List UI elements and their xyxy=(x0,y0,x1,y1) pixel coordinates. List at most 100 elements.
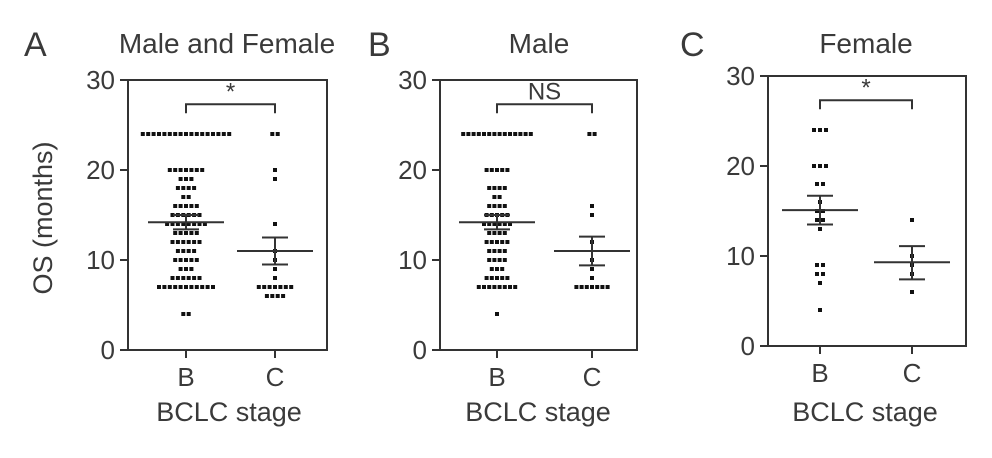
data-point xyxy=(508,222,512,226)
data-point xyxy=(495,276,499,280)
data-point xyxy=(278,285,283,289)
data-point xyxy=(281,294,286,298)
data-point xyxy=(508,132,512,136)
data-point xyxy=(273,222,277,226)
data-point xyxy=(502,285,507,289)
data-point xyxy=(910,290,914,294)
data-point xyxy=(590,213,594,217)
data-point xyxy=(205,285,210,289)
panel-b-title: Male xyxy=(509,28,570,59)
data-point xyxy=(184,204,188,208)
data-point xyxy=(482,285,486,289)
data-point xyxy=(500,267,505,271)
data-point xyxy=(500,168,505,172)
data-point xyxy=(815,218,819,222)
data-point xyxy=(181,249,186,253)
data-point xyxy=(466,132,471,136)
data-point xyxy=(167,285,172,289)
y-tick-label: 20 xyxy=(726,151,755,181)
data-point xyxy=(175,249,180,253)
data-point xyxy=(508,285,512,289)
panel-a-letter: A xyxy=(24,26,47,64)
data-point xyxy=(502,258,507,262)
data-point xyxy=(492,222,497,226)
x-tick-label-b: B xyxy=(811,358,828,388)
data-point xyxy=(484,168,489,172)
data-point xyxy=(192,186,197,190)
data-point xyxy=(197,276,202,280)
panel-b-letter: B xyxy=(368,26,391,64)
data-point xyxy=(492,258,497,262)
y-tick-label: 30 xyxy=(398,65,427,95)
data-point xyxy=(492,204,497,208)
y-tick-label: 0 xyxy=(413,335,427,365)
data-point xyxy=(157,285,161,289)
data-point xyxy=(818,308,822,312)
data-point xyxy=(256,285,261,289)
data-point xyxy=(189,267,194,271)
data-point xyxy=(162,285,167,289)
data-point xyxy=(910,218,914,222)
data-point xyxy=(200,285,205,289)
data-point xyxy=(189,168,194,172)
data-point xyxy=(497,249,502,253)
data-point xyxy=(489,168,494,172)
data-point xyxy=(202,222,207,226)
data-point xyxy=(175,186,180,190)
data-point xyxy=(262,285,267,289)
data-point xyxy=(495,267,499,271)
plot-frame xyxy=(127,79,328,351)
data-point xyxy=(178,258,183,262)
data-point xyxy=(590,285,594,289)
data-point xyxy=(492,231,497,235)
data-point xyxy=(476,285,481,289)
data-point xyxy=(186,276,191,280)
data-point xyxy=(487,249,492,253)
data-point xyxy=(461,132,466,136)
panel-a: A Male and Female BCLC stage 0 10 20 30 B C * xyxy=(24,26,335,427)
data-point xyxy=(505,276,510,280)
data-point xyxy=(815,272,819,276)
data-point xyxy=(192,249,197,253)
data-point xyxy=(205,132,210,136)
panel-c-letter: C xyxy=(680,26,705,64)
data-point xyxy=(590,276,594,280)
data-point xyxy=(189,231,194,235)
data-point xyxy=(264,294,269,298)
y-tick-label: 10 xyxy=(86,245,115,275)
data-point xyxy=(497,222,502,226)
data-point xyxy=(178,177,183,181)
data-point xyxy=(221,132,226,136)
data-point xyxy=(492,186,497,190)
data-point xyxy=(513,132,518,136)
data-point xyxy=(173,231,178,235)
data-point xyxy=(283,285,288,289)
data-point xyxy=(200,168,205,172)
data-point xyxy=(574,285,579,289)
data-point xyxy=(495,168,499,172)
data-point xyxy=(487,258,492,262)
data-point xyxy=(273,267,277,271)
data-point xyxy=(162,132,167,136)
data-point xyxy=(186,249,191,253)
data-point xyxy=(489,276,494,280)
data-point xyxy=(487,132,492,136)
data-point xyxy=(275,132,280,136)
data-point xyxy=(487,204,492,208)
y-tick-label: 30 xyxy=(86,65,115,95)
data-point xyxy=(487,186,492,190)
data-point xyxy=(505,240,510,244)
data-point xyxy=(497,204,502,208)
x-tick-label-c: C xyxy=(266,362,285,392)
data-point xyxy=(192,240,197,244)
data-point xyxy=(812,128,816,132)
data-point xyxy=(815,182,819,186)
data-point xyxy=(178,285,183,289)
data-point xyxy=(275,294,280,298)
data-point xyxy=(170,276,175,280)
data-point xyxy=(184,267,188,271)
data-point xyxy=(189,285,194,289)
data-point xyxy=(592,132,597,136)
data-point xyxy=(170,213,175,217)
